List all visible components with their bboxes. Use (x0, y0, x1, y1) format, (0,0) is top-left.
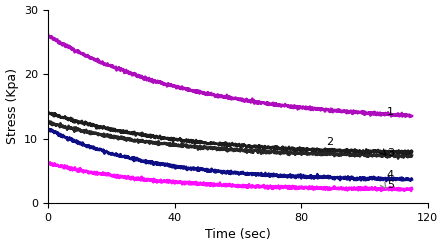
Text: 3: 3 (387, 148, 394, 158)
Text: 4: 4 (387, 170, 394, 180)
Text: 2: 2 (327, 137, 334, 147)
Text: 5: 5 (387, 180, 394, 190)
Y-axis label: Stress (Kpa): Stress (Kpa) (6, 68, 19, 144)
X-axis label: Time (sec): Time (sec) (205, 228, 271, 242)
Text: 1: 1 (387, 106, 394, 117)
